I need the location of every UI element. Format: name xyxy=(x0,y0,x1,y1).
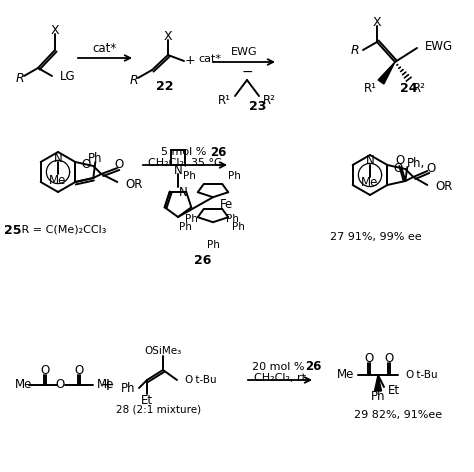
Text: Ph: Ph xyxy=(88,152,102,165)
Text: R¹: R¹ xyxy=(364,82,377,94)
Text: Me: Me xyxy=(361,177,379,189)
Text: 20 mol %: 20 mol % xyxy=(252,362,308,372)
Text: R¹: R¹ xyxy=(218,93,231,107)
Text: N: N xyxy=(54,152,63,165)
Text: 26: 26 xyxy=(305,361,321,373)
Text: 5 mol %: 5 mol % xyxy=(161,147,210,157)
Text: OR: OR xyxy=(125,177,143,191)
Text: O: O xyxy=(82,159,91,171)
Text: 25: 25 xyxy=(4,224,21,236)
Text: CH₂Cl₂, 35 °C: CH₂Cl₂, 35 °C xyxy=(148,158,222,168)
Text: O: O xyxy=(384,353,393,365)
Text: Ph: Ph xyxy=(182,171,196,181)
Text: Me: Me xyxy=(49,174,67,186)
Text: +: + xyxy=(100,376,114,394)
Text: O: O xyxy=(74,364,83,378)
Text: CH₂Cl₂, rt: CH₂Cl₂, rt xyxy=(254,373,306,383)
Text: −: − xyxy=(241,65,253,79)
Text: Ph: Ph xyxy=(185,214,198,224)
Text: O: O xyxy=(394,161,403,175)
Text: 29 82%, 91%ee: 29 82%, 91%ee xyxy=(354,410,442,420)
Text: Me: Me xyxy=(15,379,32,391)
Text: R: R xyxy=(350,44,359,58)
Text: Et: Et xyxy=(388,385,400,397)
Text: OR: OR xyxy=(435,180,453,194)
Text: Me: Me xyxy=(337,369,354,381)
Text: X: X xyxy=(373,16,381,28)
Text: 23: 23 xyxy=(249,100,266,112)
Text: 27 91%, 99% ee: 27 91%, 99% ee xyxy=(330,232,422,242)
Text: +: + xyxy=(185,53,195,67)
Polygon shape xyxy=(374,375,382,391)
Text: R²: R² xyxy=(263,93,276,107)
Text: Ph: Ph xyxy=(228,171,241,181)
Text: O: O xyxy=(55,379,64,391)
Text: EWG: EWG xyxy=(425,41,453,53)
Text: cat*: cat* xyxy=(93,42,117,54)
Text: O t-Bu: O t-Bu xyxy=(185,375,217,385)
Text: R = C(Me)₂CCl₃: R = C(Me)₂CCl₃ xyxy=(18,225,106,235)
Text: O t-Bu: O t-Bu xyxy=(406,370,438,380)
Text: N: N xyxy=(173,163,182,177)
Text: R²: R² xyxy=(413,82,426,94)
Text: O: O xyxy=(396,154,405,168)
Text: 24: 24 xyxy=(400,82,418,94)
Text: 28 (2:1 mixture): 28 (2:1 mixture) xyxy=(117,405,201,415)
Text: X: X xyxy=(51,24,59,36)
Text: N: N xyxy=(365,154,374,168)
Text: O: O xyxy=(427,161,436,175)
Text: Ph: Ph xyxy=(120,381,135,395)
Text: O: O xyxy=(40,364,50,378)
Text: N: N xyxy=(179,186,188,199)
Text: OSiMe₃: OSiMe₃ xyxy=(145,346,182,356)
Polygon shape xyxy=(378,62,395,84)
Text: 26: 26 xyxy=(210,145,226,159)
Text: O: O xyxy=(115,158,124,170)
Text: Et: Et xyxy=(141,394,153,406)
Text: 26: 26 xyxy=(194,253,212,267)
Text: O: O xyxy=(365,353,374,365)
Text: cat*: cat* xyxy=(198,54,221,64)
Text: Ph: Ph xyxy=(179,222,192,232)
Text: Fe: Fe xyxy=(220,199,234,211)
Text: R: R xyxy=(130,74,138,86)
Text: Ph: Ph xyxy=(371,390,385,404)
Text: Ph,: Ph, xyxy=(407,157,426,169)
Text: R: R xyxy=(16,71,24,84)
Text: X: X xyxy=(164,29,173,42)
Text: LG: LG xyxy=(60,69,76,83)
Text: Ph: Ph xyxy=(207,240,219,250)
Text: Ph: Ph xyxy=(232,222,245,232)
Text: 22: 22 xyxy=(156,79,174,93)
Text: Ph: Ph xyxy=(227,214,239,224)
Text: EWG: EWG xyxy=(231,47,257,57)
Text: Me: Me xyxy=(97,379,114,391)
